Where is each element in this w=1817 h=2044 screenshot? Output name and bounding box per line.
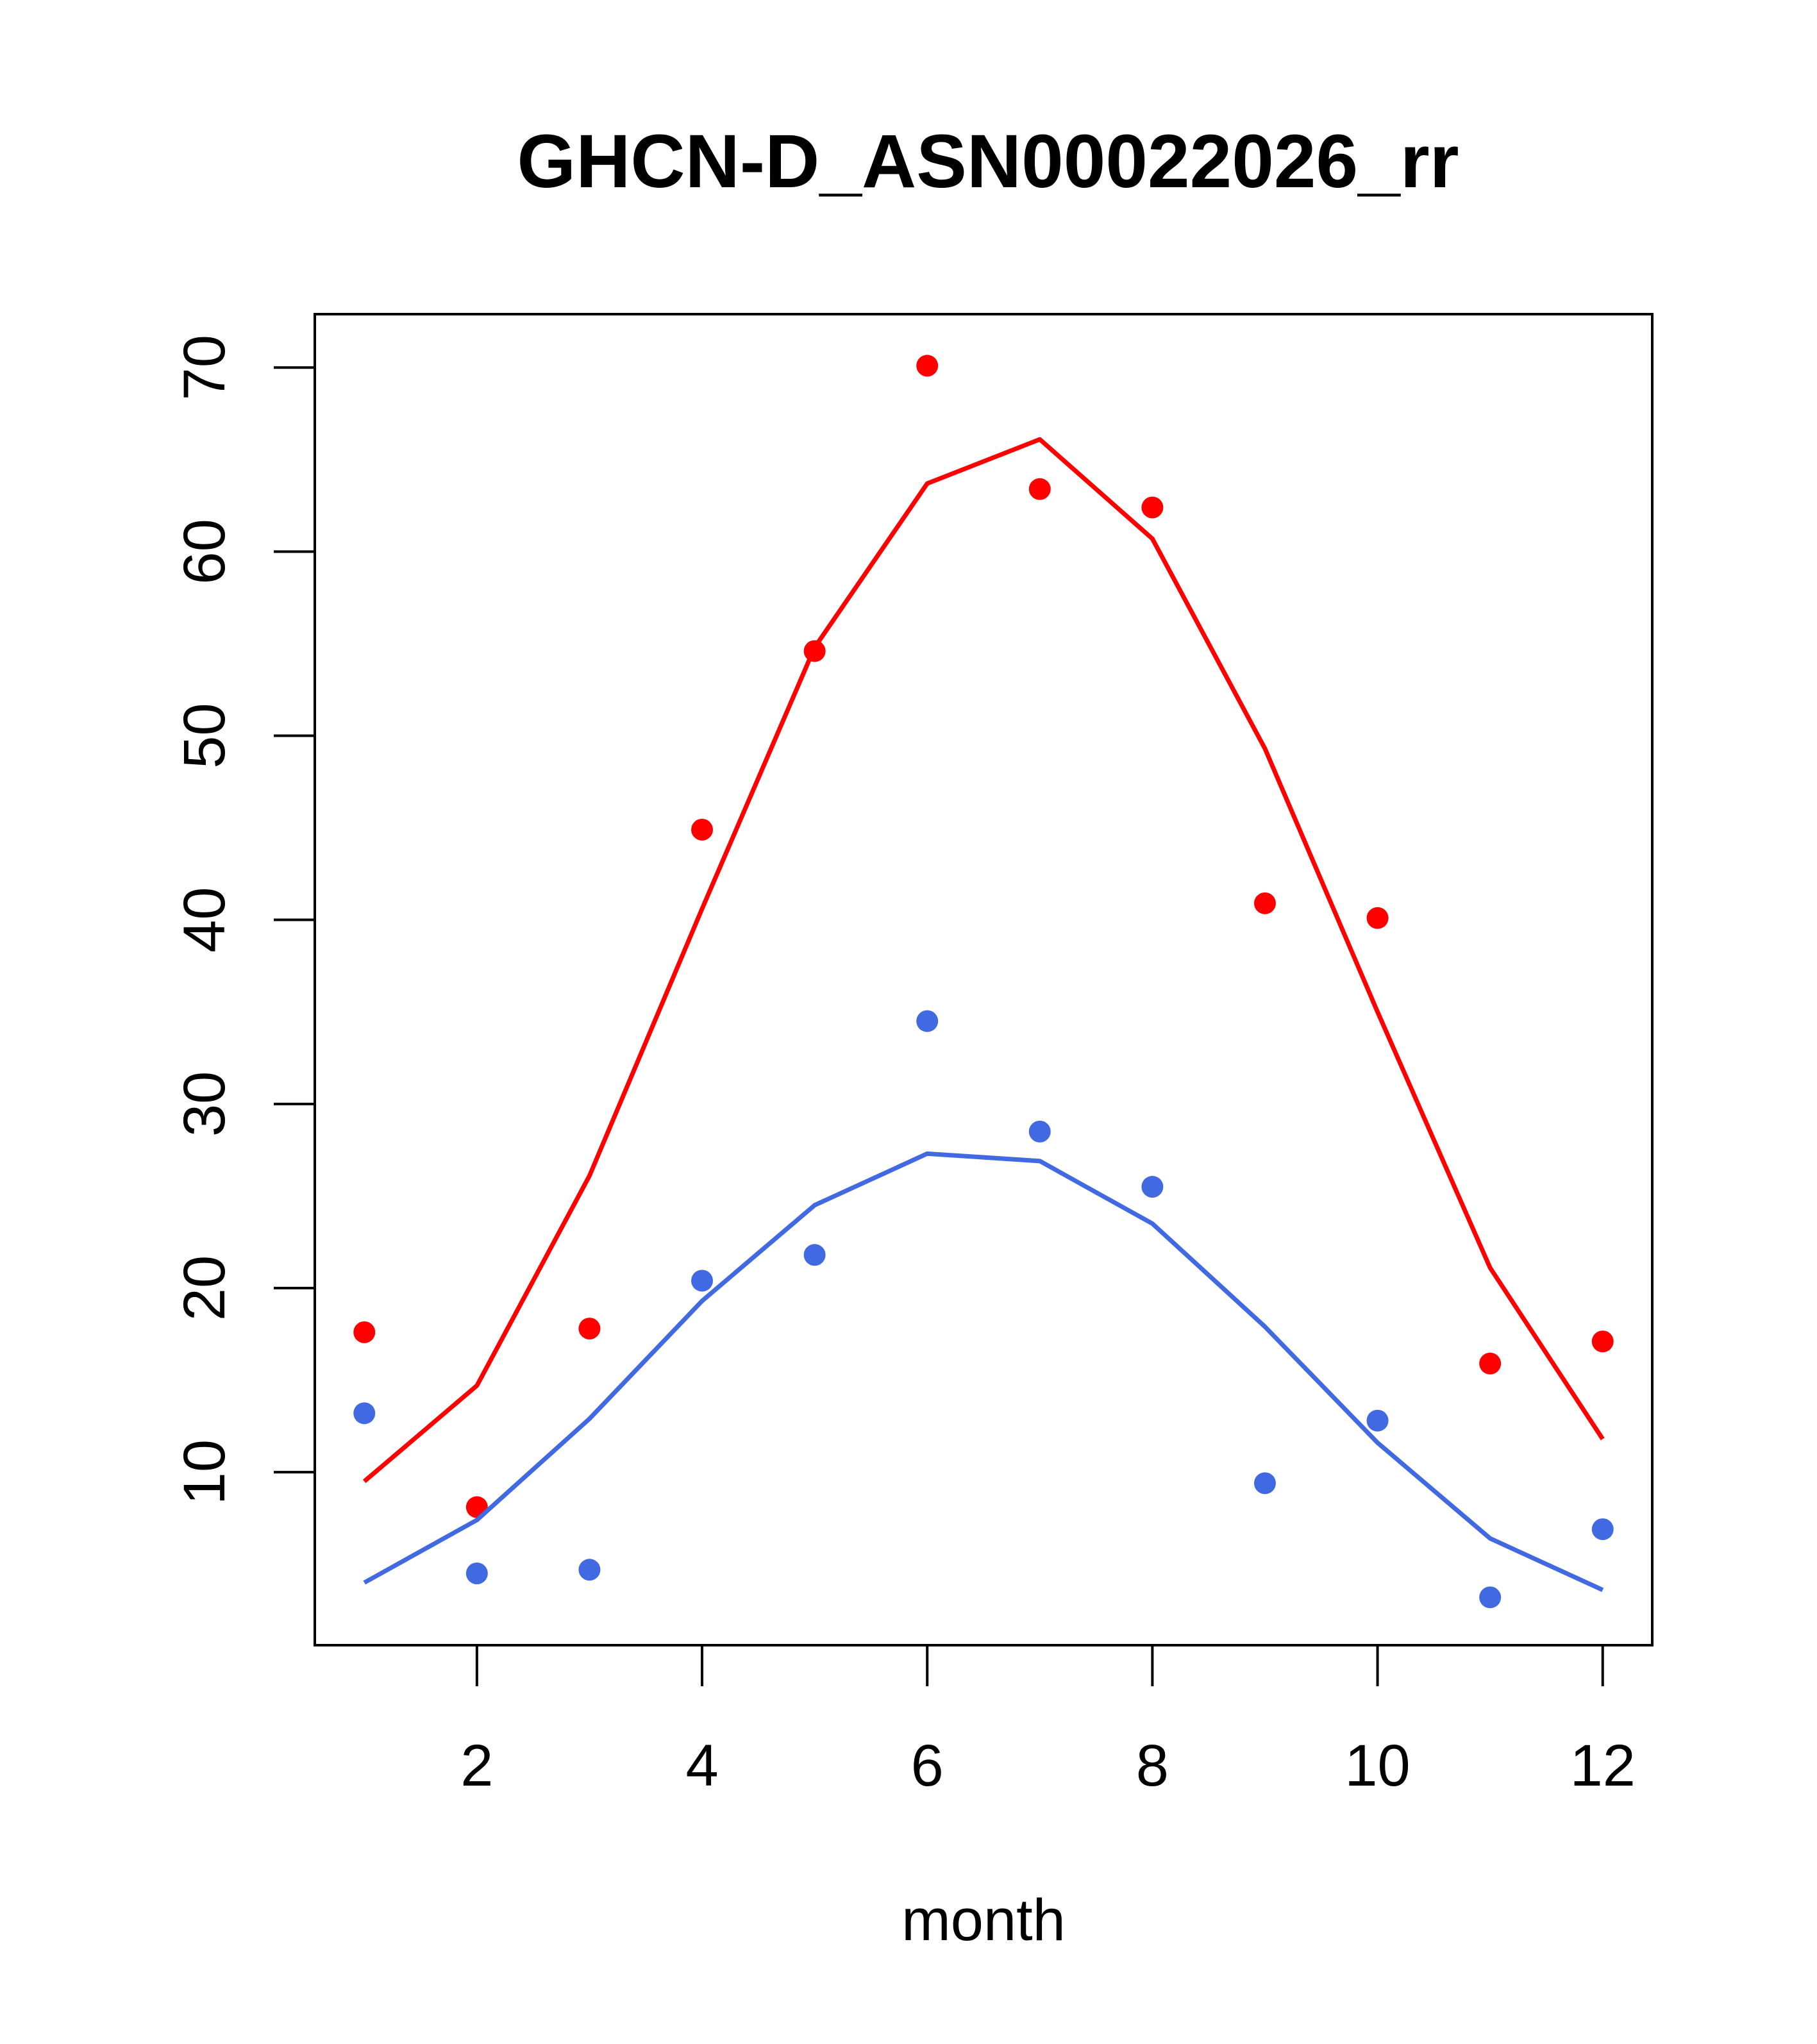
series-0-point bbox=[1591, 1330, 1614, 1353]
series-1-point bbox=[1028, 1120, 1051, 1143]
y-tick-label: 10 bbox=[172, 1439, 237, 1505]
series-0-point bbox=[578, 1318, 601, 1340]
series-1-point bbox=[353, 1402, 376, 1425]
series-0-point bbox=[1479, 1352, 1502, 1375]
y-axis: 10 20 30 40 50 60 70 bbox=[172, 335, 316, 1505]
plot-frame bbox=[314, 313, 1654, 1646]
series-0-point bbox=[1253, 892, 1276, 914]
series-1-point bbox=[691, 1269, 714, 1292]
x-tick-label: 8 bbox=[1136, 1733, 1169, 1798]
x-tick-label: 6 bbox=[911, 1733, 944, 1798]
series-1-point bbox=[1141, 1176, 1164, 1198]
series-0-point bbox=[353, 1321, 376, 1343]
y-tick-label: 70 bbox=[172, 335, 237, 400]
y-tick-label: 30 bbox=[172, 1071, 237, 1137]
x-axis: 2 4 6 8 10 12 bbox=[460, 1644, 1636, 1798]
series-1-point bbox=[465, 1562, 488, 1585]
x-tick-label: 4 bbox=[685, 1733, 718, 1798]
y-tick-label: 50 bbox=[172, 703, 237, 768]
series-0-point bbox=[803, 640, 826, 662]
chart-title: GHCN-D_ASN00022026_rr bbox=[517, 119, 1459, 204]
series-0-point bbox=[1141, 496, 1164, 519]
x-axis-label: month bbox=[901, 1888, 1066, 1953]
x-tick-label: 2 bbox=[460, 1733, 493, 1798]
series-1-point bbox=[1479, 1586, 1502, 1609]
y-tick-label: 60 bbox=[172, 519, 237, 584]
series-0-point bbox=[1366, 907, 1389, 929]
series-1-point bbox=[578, 1559, 601, 1581]
series-0-point bbox=[691, 818, 714, 841]
series-0-line bbox=[362, 437, 1605, 1484]
x-tick-label: 10 bbox=[1344, 1733, 1410, 1798]
series-1-line bbox=[363, 1151, 1604, 1593]
series-1-point bbox=[1366, 1409, 1389, 1432]
series-layer bbox=[353, 355, 1614, 1609]
series-1-point bbox=[1591, 1518, 1614, 1541]
x-tick-label: 12 bbox=[1570, 1733, 1636, 1798]
y-tick-label: 40 bbox=[172, 887, 237, 953]
series-1-point bbox=[1253, 1472, 1276, 1495]
series-0-point bbox=[1028, 478, 1051, 500]
series-1-point bbox=[916, 1010, 939, 1032]
y-tick-label: 20 bbox=[172, 1255, 237, 1321]
series-1-point bbox=[803, 1244, 826, 1266]
series-0-point bbox=[916, 355, 939, 377]
